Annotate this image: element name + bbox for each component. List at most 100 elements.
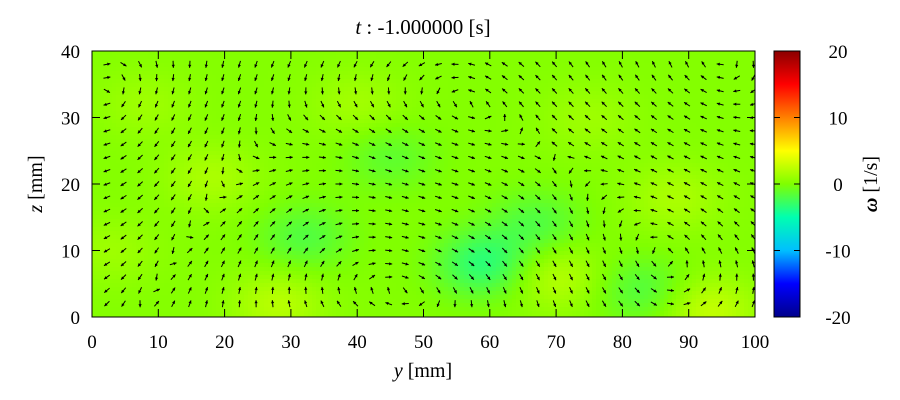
- heat-cell: [712, 167, 717, 172]
- heat-cell: [476, 139, 481, 144]
- heat-cell: [628, 67, 633, 72]
- heat-cell: [196, 75, 201, 80]
- heat-cell: [292, 103, 297, 108]
- heat-cell: [244, 111, 249, 116]
- heat-cell: [92, 91, 97, 96]
- heat-cell: [404, 51, 409, 56]
- heat-cell: [512, 155, 517, 160]
- heat-cell: [248, 51, 253, 56]
- heat-cell: [416, 71, 421, 76]
- heat-cell: [340, 123, 345, 128]
- heat-cell: [92, 67, 97, 72]
- heat-cell: [732, 147, 737, 152]
- heat-cell: [648, 79, 653, 84]
- heat-cell: [388, 95, 393, 100]
- heat-cell: [108, 171, 113, 176]
- heat-cell: [592, 119, 597, 124]
- heat-cell: [628, 87, 633, 92]
- heat-cell: [124, 143, 129, 148]
- heat-cell: [96, 59, 101, 64]
- heat-cell: [264, 135, 269, 140]
- heat-cell: [668, 99, 673, 104]
- heat-cell: [564, 135, 569, 140]
- heat-cell: [128, 75, 133, 80]
- heat-cell: [744, 75, 749, 80]
- heat-cell: [668, 95, 673, 100]
- heat-cell: [516, 111, 521, 116]
- heat-cell: [752, 131, 755, 136]
- heat-cell: [560, 147, 565, 152]
- heat-cell: [196, 111, 201, 116]
- heat-cell: [664, 131, 669, 136]
- heat-cell: [380, 59, 385, 64]
- heat-cell: [260, 99, 265, 104]
- heat-cell: [532, 87, 537, 92]
- heat-cell: [104, 59, 109, 64]
- heat-cell: [536, 99, 541, 104]
- heat-cell: [128, 51, 133, 56]
- heat-cell: [620, 123, 625, 128]
- heat-cell: [560, 83, 565, 88]
- heat-cell: [580, 51, 585, 56]
- heat-cell: [288, 95, 293, 100]
- heat-cell: [444, 83, 449, 88]
- heat-cell: [652, 151, 657, 156]
- heat-cell: [404, 63, 409, 68]
- heat-cell: [284, 95, 289, 100]
- heat-cell: [444, 51, 449, 56]
- heat-cell: [360, 99, 365, 104]
- heat-cell: [596, 71, 601, 76]
- heat-cell: [332, 135, 337, 140]
- heat-cell: [300, 99, 305, 104]
- heat-cell: [632, 71, 637, 76]
- heat-cell: [664, 147, 669, 152]
- heat-cell: [388, 51, 393, 56]
- heat-cell: [160, 95, 165, 100]
- heat-cell: [352, 91, 357, 96]
- heat-cell: [504, 123, 509, 128]
- heat-cell: [432, 143, 437, 148]
- heat-cell: [300, 115, 305, 120]
- heat-cell: [184, 103, 189, 108]
- heat-cell: [572, 99, 577, 104]
- heat-cell: [148, 131, 153, 136]
- heat-cell: [424, 51, 429, 56]
- heat-cell: [400, 67, 405, 72]
- heat-cell: [108, 51, 113, 56]
- heat-cell: [600, 167, 605, 172]
- heat-cell: [648, 151, 653, 156]
- heat-cell: [672, 79, 677, 84]
- heat-cell: [636, 111, 641, 116]
- heat-cell: [408, 87, 413, 92]
- heat-cell: [392, 55, 397, 60]
- heat-cell: [588, 59, 593, 64]
- heat-cell: [672, 127, 677, 132]
- heat-cell: [140, 131, 145, 136]
- heat-cell: [164, 159, 169, 164]
- heat-cell: [612, 91, 617, 96]
- heat-cell: [460, 83, 465, 88]
- heat-cell: [392, 71, 397, 76]
- heat-cell: [428, 103, 433, 108]
- heat-cell: [228, 167, 233, 172]
- heat-cell: [312, 151, 317, 156]
- heat-cell: [224, 51, 229, 56]
- heat-cell: [104, 79, 109, 84]
- heat-cell: [180, 63, 185, 68]
- heat-cell: [268, 163, 273, 168]
- heat-cell: [408, 155, 413, 160]
- heat-cell: [416, 151, 421, 156]
- heat-cell: [440, 167, 445, 172]
- heat-cell: [280, 131, 285, 136]
- heat-cell: [476, 87, 481, 92]
- heat-cell: [492, 83, 497, 88]
- heat-cell: [724, 135, 729, 140]
- heat-cell: [716, 119, 721, 124]
- heat-cell: [360, 111, 365, 116]
- heat-cell: [244, 59, 249, 64]
- heat-cell: [464, 135, 469, 140]
- heat-cell: [292, 159, 297, 164]
- heat-cell: [500, 55, 505, 60]
- heat-cell: [708, 159, 713, 164]
- heat-cell: [496, 79, 501, 84]
